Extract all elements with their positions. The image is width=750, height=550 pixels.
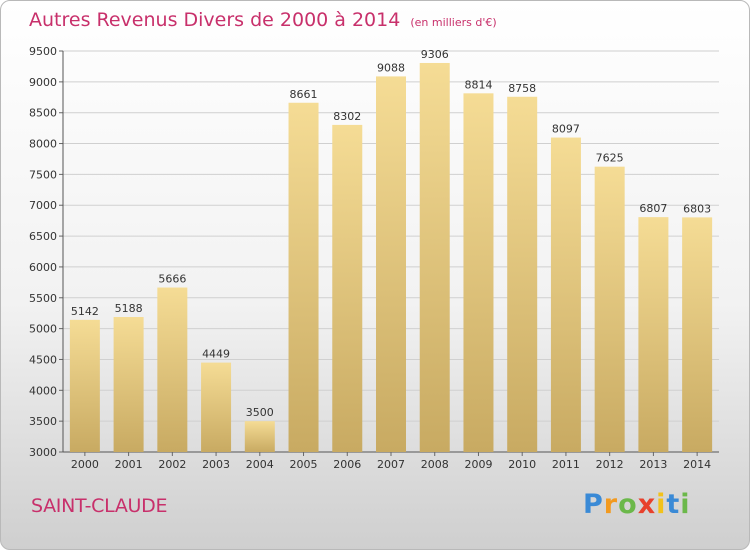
logo-letter: P [583, 489, 604, 520]
data-label-2005: 8661 [290, 88, 318, 101]
x-tick-label: 2001 [115, 458, 143, 471]
logo-letter: i [680, 489, 691, 520]
y-tick-label: 9500 [29, 45, 57, 58]
x-tick-label: 2003 [202, 458, 230, 471]
x-tick-label: 2009 [464, 458, 492, 471]
y-tick-label: 7000 [29, 199, 57, 212]
x-tick-label: 2005 [290, 458, 318, 471]
logo-letter: i [656, 489, 667, 520]
bar-2004 [244, 421, 275, 452]
proxiti-logo: Proxiti [583, 489, 691, 520]
chart-title-text: Autres Revenus Divers de 2000 à 2014 [29, 9, 401, 31]
y-tick-label: 9000 [29, 76, 57, 89]
bar-2002 [157, 287, 188, 452]
logo-letter: t [666, 489, 681, 520]
y-tick-label: 4500 [29, 353, 57, 366]
data-label-2014: 6803 [683, 202, 711, 215]
data-label-2010: 8758 [508, 82, 536, 95]
y-tick-label: 5000 [29, 323, 57, 336]
y-tick-label: 5500 [29, 292, 57, 305]
y-tick-labels: 3000 3500 4000 4500 5000 5500 6000 6500 7000 7500… [29, 45, 57, 459]
bar-2007 [376, 76, 406, 452]
bar-2000 [69, 319, 100, 452]
bar-2013 [638, 217, 669, 452]
logo-letter: o [618, 489, 638, 520]
x-tick-label: 2014 [683, 458, 711, 471]
x-tick-labels: 2000 2001 2002 2003 2004 2005 2006 2007 2008 2009… [71, 458, 711, 471]
bar-2005 [288, 102, 319, 452]
chart-unit-note: (en milliers d'€) [410, 16, 497, 29]
data-label-2003: 4449 [202, 348, 230, 361]
data-label-2012: 7625 [596, 152, 624, 165]
bar-2003 [201, 362, 232, 452]
chart-title: Autres Revenus Divers de 2000 à 2014 (en… [29, 9, 497, 31]
data-label-2004: 3500 [246, 406, 274, 419]
logo-letter: x [637, 489, 657, 520]
data-label-2011: 8097 [552, 123, 580, 136]
x-tick-label: 2011 [552, 458, 580, 471]
x-tick-label: 2002 [158, 458, 186, 471]
data-label-2001: 5188 [115, 302, 143, 315]
bar-2014 [682, 217, 713, 452]
bar-2006 [332, 124, 363, 453]
bar-2011 [550, 137, 581, 452]
data-label-2006: 8302 [333, 110, 361, 123]
data-label-2002: 5666 [158, 273, 186, 286]
y-tick-label: 3000 [29, 446, 57, 459]
y-tick-label: 8000 [29, 138, 57, 151]
y-tick-label: 6500 [29, 230, 57, 243]
y-tick-label: 6000 [29, 261, 57, 274]
city-name: SAINT-CLAUDE [31, 495, 168, 517]
x-tick-label: 2013 [639, 458, 667, 471]
x-tick-label: 2008 [421, 458, 449, 471]
data-label-2013: 6807 [639, 202, 667, 215]
data-labels: 5142 5188 5666 4449 3500 8661 8302 9088 9306 8814… [71, 48, 711, 419]
logo-letter: r [603, 489, 619, 520]
bars [69, 62, 713, 453]
x-tick-label: 2000 [71, 458, 99, 471]
x-tick-label: 2012 [596, 458, 624, 471]
data-label-2007: 9088 [377, 61, 405, 74]
data-label-2009: 8814 [464, 78, 492, 91]
y-tick-label: 4000 [29, 384, 57, 397]
bar-2001 [113, 317, 144, 452]
data-label-2000: 5142 [71, 305, 99, 318]
y-tick-label: 3500 [29, 415, 57, 428]
y-tick-label: 8500 [29, 107, 57, 120]
x-tick-label: 2007 [377, 458, 405, 471]
bar-2009 [463, 93, 494, 452]
bar-2012 [594, 166, 625, 452]
bar-2008 [419, 62, 450, 452]
y-tick-label: 7500 [29, 168, 57, 181]
x-tick-label: 2004 [246, 458, 274, 471]
data-label-2008: 9306 [421, 48, 449, 61]
x-tick-label: 2010 [508, 458, 536, 471]
x-tick-label: 2006 [333, 458, 361, 471]
bar-2010 [507, 96, 538, 452]
